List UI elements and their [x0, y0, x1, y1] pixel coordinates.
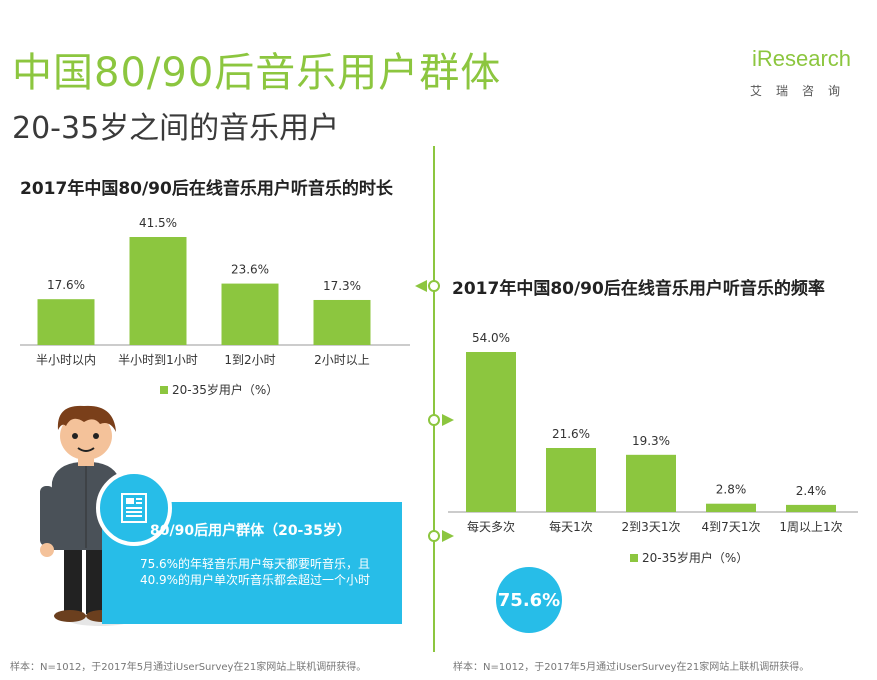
legend-label: 20-35岁用户（%） [642, 550, 748, 565]
divider-arrow-left [415, 280, 427, 292]
bar [221, 283, 279, 345]
bar [466, 352, 516, 512]
bar-value-label: 41.5% [139, 216, 177, 230]
divider-arrow-right [442, 530, 454, 542]
page-subtitle: 20-35岁之间的音乐用户 [12, 111, 340, 146]
footnote-left: 样本：N=1012，于2017年5月通过iUserSurvey在21家网站上联机… [10, 662, 367, 673]
category-label: 半小时到1小时 [118, 353, 198, 367]
chart2-title: 2017年中国80/90后在线音乐用户听音乐的频率 [452, 279, 825, 299]
bar [313, 299, 371, 345]
legend-swatch [630, 554, 638, 562]
iresearch-logo-cn: 艾瑞咨询 [750, 84, 855, 98]
category-label: 每天1次 [549, 519, 593, 534]
chart1-title: 2017年中国80/90后在线音乐用户听音乐的时长 [20, 179, 393, 199]
bar [626, 454, 676, 512]
bar [37, 299, 95, 345]
iresearch-logo: iResearch [752, 46, 852, 71]
category-label: 1周以上1次 [779, 520, 842, 534]
bar-value-label: 19.3% [632, 434, 670, 448]
divider-node [428, 414, 440, 426]
bar-value-label: 17.6% [47, 278, 85, 292]
legend-swatch [160, 386, 168, 394]
bar-value-label: 2.4% [796, 484, 827, 498]
category-label: 2小时以上 [314, 353, 370, 367]
bar [129, 237, 187, 345]
page-title: 中国80/90后音乐用户群体 [12, 50, 502, 96]
category-label: 每天多次 [467, 519, 515, 534]
callout-title: 80/90后用户群体（20-35岁） [150, 523, 351, 539]
bar [546, 448, 596, 512]
bar-value-label: 17.3% [323, 279, 361, 293]
document-icon [121, 493, 147, 523]
bar [786, 504, 836, 512]
divider-node [428, 280, 440, 292]
category-label: 4到7天1次 [702, 520, 761, 534]
bar-value-label: 21.6% [552, 427, 590, 441]
bar-value-label: 23.6% [231, 263, 269, 277]
legend-label: 20-35岁用户（%） [172, 382, 278, 397]
footnote-right: 样本：N=1012，于2017年5月通过iUserSurvey在21家网站上联机… [453, 662, 810, 673]
bar-value-label: 54.0% [472, 331, 510, 345]
duration-bar-chart: 17.6% 半小时以内 41.5% 半小时到1小时 23.6% 1到2小时 17.3% 2小时… [20, 216, 410, 397]
category-label: 1到2小时 [224, 353, 275, 367]
category-label: 2到3天1次 [622, 520, 681, 534]
center-divider [433, 146, 435, 652]
category-label: 半小时以内 [36, 353, 96, 367]
callout-text: 75.6%的年轻音乐用户每天都要听音乐，且40.9%的用户单次听音乐都会超过一个… [139, 557, 371, 587]
bar [706, 503, 756, 512]
divider-node [428, 530, 440, 542]
highlight-circle: 75.6% [496, 567, 562, 633]
frequency-bar-chart: 54.0% 每天多次 21.6% 每天1次 19.3% 2到3天1次 2.8% 4到7天1次 2… [448, 331, 858, 565]
divider-arrow-right [442, 414, 454, 426]
bar-value-label: 2.8% [716, 483, 747, 497]
